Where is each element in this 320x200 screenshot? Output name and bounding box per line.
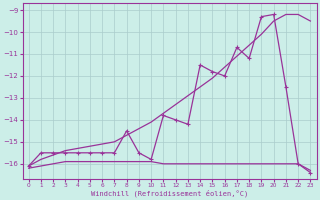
X-axis label: Windchill (Refroidissement éolien,°C): Windchill (Refroidissement éolien,°C) bbox=[91, 189, 248, 197]
